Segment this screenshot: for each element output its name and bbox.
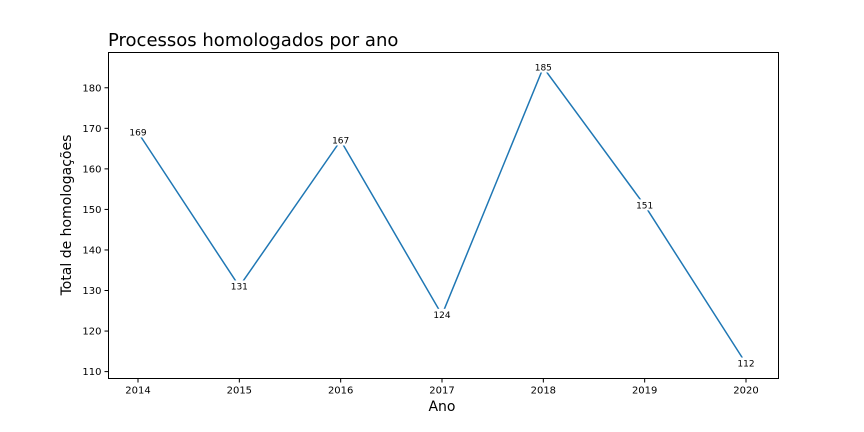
data-label: 185: [535, 64, 552, 74]
y-tick-label: 180: [82, 83, 101, 94]
data-label-background: [736, 357, 756, 369]
data-label-background: [128, 126, 148, 138]
chart-title: Processos homologados por ano: [108, 30, 398, 51]
x-tick-label: 2018: [531, 386, 556, 397]
data-label-background: [432, 308, 452, 320]
data-label: 167: [332, 136, 349, 146]
y-tick-label: 170: [82, 124, 101, 135]
x-tick-label: 2017: [429, 386, 454, 397]
y-tick-label: 110: [82, 367, 101, 378]
y-tick-label: 130: [82, 286, 101, 297]
x-axis-label: Ano: [428, 399, 455, 415]
data-labels: 169 131 167 124 185 151 112: [128, 61, 756, 369]
x-tick-label: 2016: [328, 386, 353, 397]
data-label: 131: [231, 282, 248, 292]
y-axis-label: Total de homologações: [59, 135, 75, 297]
y-tick-label: 120: [82, 327, 101, 338]
data-label-background: [229, 280, 250, 292]
y-tick-label: 140: [82, 245, 101, 256]
data-label-background: [533, 61, 554, 73]
data-label-background: [634, 199, 655, 211]
data-label: 169: [129, 128, 146, 138]
data-label: 151: [636, 201, 653, 211]
x-tick-label: 2014: [125, 386, 150, 397]
plot-frame: [108, 52, 779, 379]
data-label: 112: [737, 359, 754, 369]
y-tick-label: 160: [82, 164, 101, 175]
data-label-background: [330, 134, 351, 146]
x-axis: 2014 2015 2016 2017 2018 2019 2020: [125, 378, 759, 397]
data-label: 124: [433, 311, 450, 321]
y-axis: 110 120 130 140 150 160 170 180: [82, 83, 109, 378]
y-tick-label: 150: [82, 205, 101, 216]
x-tick-label: 2019: [632, 386, 657, 397]
x-tick-label: 2020: [733, 386, 758, 397]
x-tick-label: 2015: [227, 386, 252, 397]
